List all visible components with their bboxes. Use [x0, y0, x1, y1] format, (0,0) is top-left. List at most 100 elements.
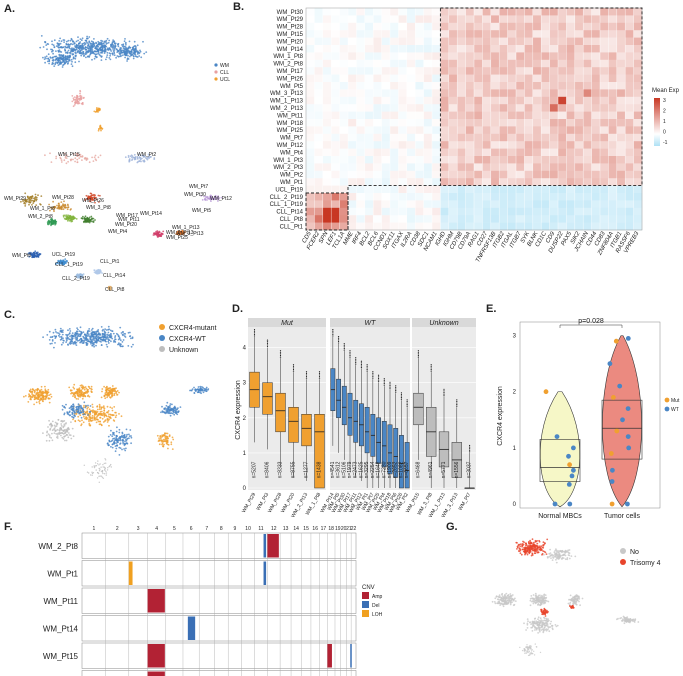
box-outlier: [279, 350, 282, 352]
heatmap-cell: [306, 207, 315, 216]
heatmap-cell: [390, 104, 399, 112]
heatmap-cell: [406, 133, 416, 142]
heatmap-cell: [583, 74, 592, 83]
umap-point-mut: [103, 410, 106, 412]
heatmap-cell: [322, 111, 332, 120]
umap-point-wt: [119, 343, 122, 345]
umap-cluster-point: [46, 221, 49, 224]
heatmap-cell: [608, 222, 618, 231]
umap-point-wt: [109, 329, 112, 332]
heatmap-cell: [600, 37, 609, 46]
umap-point-wm: [128, 40, 131, 43]
heatmap-cell: [549, 74, 559, 83]
axis-tick-y: 2: [243, 416, 247, 422]
heatmap-cell: [625, 67, 634, 75]
heatmap-cell: [541, 22, 550, 31]
heatmap-cell: [398, 141, 408, 149]
box-outlier: [355, 360, 357, 362]
umap-point-wm: [115, 56, 117, 59]
umap-point-wm: [139, 50, 142, 53]
heatmap-cell: [339, 148, 349, 157]
heatmap-cell: [373, 52, 382, 61]
heatmap-row-label: WM_Pt30: [277, 10, 304, 16]
umap-point-mut: [23, 395, 25, 398]
heatmap-cell: [616, 170, 626, 179]
heatmap-cell: [591, 215, 601, 223]
umap-point-unknown: [106, 469, 109, 471]
umap-point-mut: [79, 394, 82, 397]
umap-point-wm: [68, 45, 71, 48]
umap-point-wt: [97, 338, 100, 340]
box-outlier: [337, 339, 340, 341]
heatmap-cell: [490, 67, 500, 75]
umap-point-unknown: [62, 437, 65, 440]
umap-point-wm: [112, 48, 114, 50]
heatmap-cell: [616, 119, 626, 127]
umap-point-mut: [86, 388, 89, 391]
umap-point-wt: [66, 335, 69, 337]
umap-point-wt: [129, 335, 132, 337]
heatmap-cell: [356, 30, 366, 38]
heatmap-cell: [532, 215, 542, 223]
heatmap-row-label: WM_1_Pt3: [273, 158, 303, 164]
box-outlier: [360, 362, 363, 364]
umap-point-wt: [132, 343, 134, 346]
umap-point-unknown: [56, 435, 59, 437]
heatmap-cell: [440, 74, 450, 83]
heatmap-cell: [415, 200, 424, 209]
box-outlier: [318, 372, 321, 374]
heatmap-cell: [583, 178, 592, 186]
heatmap-cell: [633, 59, 643, 68]
box-outlier: [332, 329, 334, 331]
umap-cluster-point: [85, 220, 88, 222]
umap-cluster-point: [31, 199, 34, 202]
heatmap-cell: [541, 200, 550, 209]
umap-point-wt: [76, 335, 79, 338]
umap-point-mut: [90, 385, 93, 388]
heatmap-cell: [415, 178, 424, 186]
umap-point-mut: [105, 411, 108, 414]
box-outlier: [305, 374, 308, 376]
umap-point-wm: [93, 57, 96, 60]
heatmap-cell: [616, 52, 626, 61]
box-outlier: [343, 343, 345, 345]
legend-label-c: CXCR4-mutant: [169, 325, 217, 332]
heatmap-cell: [549, 30, 559, 38]
heatmap-cell: [558, 222, 567, 231]
umap-point-mut: [89, 424, 92, 426]
umap-cluster-point: [133, 158, 136, 161]
umap-point-wt: [74, 342, 76, 345]
umap-point-wm: [91, 49, 94, 51]
umap-point-wt: [121, 436, 124, 438]
umap-point-mut: [35, 396, 37, 399]
umap-point-wm: [44, 41, 47, 43]
heatmap-cell: [490, 200, 500, 209]
umap-point-wt: [201, 386, 203, 388]
umap-point-mut: [77, 415, 80, 418]
heatmap-cell: [608, 59, 618, 68]
heatmap-cell: [465, 111, 475, 120]
umap-point-wt: [119, 345, 122, 348]
heatmap-cell: [583, 67, 592, 75]
heatmap-cell: [591, 104, 601, 112]
umap-point-wm: [47, 57, 49, 60]
umap-point-mut: [45, 390, 48, 392]
umap-point-wt: [111, 435, 114, 438]
umap-cluster-point: [59, 154, 61, 157]
heatmap-cell: [524, 37, 534, 46]
umap-cluster-point: [70, 158, 73, 161]
heatmap-cell: [457, 67, 466, 75]
heatmap-cell: [440, 67, 450, 75]
heatmap-cell: [482, 30, 492, 38]
heatmap-cell: [356, 126, 366, 135]
umap-point-unknown: [62, 429, 65, 432]
box-outlier: [343, 347, 345, 350]
umap-point-unknown: [98, 481, 101, 483]
heatmap-cell: [314, 222, 324, 231]
heatmap-cell: [432, 74, 441, 83]
umap-point-wt: [114, 450, 117, 453]
umap-point-wt: [122, 345, 124, 348]
umap-point-wm: [90, 45, 93, 48]
umap-point-mut: [159, 435, 162, 438]
heatmap-cell: [566, 45, 576, 53]
